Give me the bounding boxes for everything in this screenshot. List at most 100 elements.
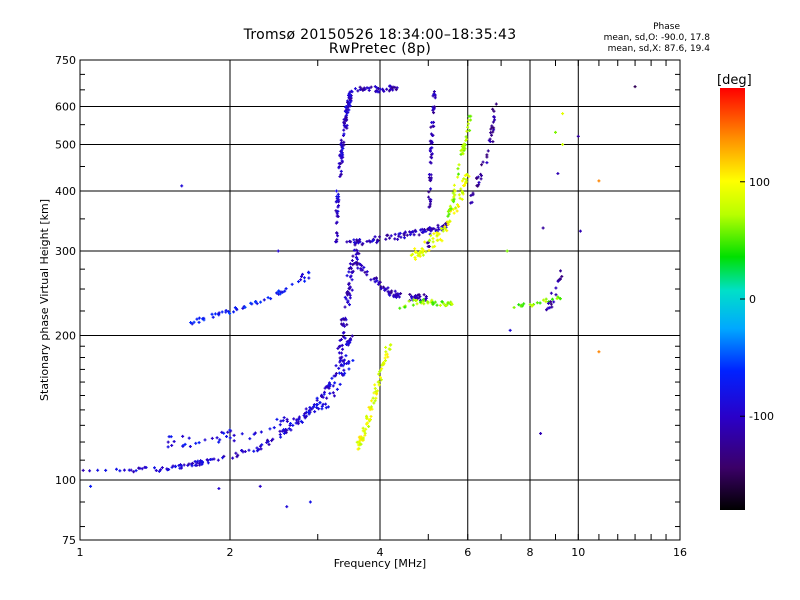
data-point: [296, 280, 300, 284]
data-point: [417, 296, 421, 300]
data-point: [134, 469, 138, 473]
data-point: [356, 447, 360, 451]
data-point: [153, 466, 157, 470]
data-point: [338, 344, 342, 348]
data-point: [431, 240, 435, 244]
data-point: [308, 500, 312, 504]
data-point: [458, 196, 462, 200]
data-point: [372, 391, 376, 395]
data-point: [340, 343, 344, 347]
data-point: [443, 225, 447, 229]
colorbar-label: [deg]: [717, 73, 752, 88]
data-point: [232, 310, 236, 314]
data-point: [81, 468, 85, 472]
data-point: [424, 229, 428, 233]
data-point: [417, 233, 421, 237]
data-point: [465, 129, 469, 133]
data-point: [347, 359, 351, 363]
data-point: [271, 437, 275, 441]
data-point: [192, 320, 196, 324]
data-point: [413, 247, 417, 251]
data-point: [512, 306, 516, 310]
data-point: [335, 195, 339, 199]
data-point: [341, 155, 345, 159]
data-point: [351, 254, 355, 258]
data-point: [277, 289, 281, 293]
data-point: [394, 295, 398, 299]
data-point: [279, 435, 283, 439]
data-point: [339, 162, 343, 166]
y-tick-label: 75: [62, 534, 76, 547]
data-point: [377, 281, 381, 285]
data-point: [290, 282, 294, 286]
data-point: [481, 160, 485, 164]
data-point: [365, 421, 369, 425]
data-point: [299, 278, 303, 282]
data-point: [456, 175, 460, 179]
data-point: [347, 367, 351, 371]
data-point: [129, 468, 133, 472]
data-point: [433, 300, 437, 304]
data-point: [386, 233, 390, 237]
data-point: [347, 341, 351, 345]
data-point: [494, 102, 498, 106]
data-point: [462, 142, 466, 146]
data-point: [252, 449, 256, 453]
data-point: [315, 403, 319, 407]
data-point: [195, 461, 199, 465]
data-point: [194, 441, 198, 445]
data-point: [519, 304, 523, 308]
data-point: [343, 121, 347, 125]
data-point: [380, 367, 384, 371]
data-point: [267, 443, 271, 447]
data-point: [522, 302, 526, 306]
data-point: [457, 205, 461, 209]
data-point: [253, 431, 257, 435]
data-point: [448, 219, 452, 223]
data-point: [371, 396, 375, 400]
data-point: [408, 233, 412, 237]
data-point: [375, 389, 379, 393]
data-point: [292, 417, 296, 421]
data-point: [315, 396, 319, 400]
data-point: [289, 428, 293, 432]
data-point: [427, 239, 431, 243]
data-point: [431, 237, 435, 241]
data-point: [375, 392, 379, 396]
data-point: [561, 112, 565, 116]
data-point: [349, 97, 353, 101]
data-point: [375, 86, 379, 90]
data-point: [402, 233, 406, 237]
data-point: [493, 118, 497, 122]
data-point: [378, 235, 382, 239]
data-point: [205, 458, 209, 462]
data-point: [489, 127, 493, 131]
data-point: [334, 240, 338, 244]
data-point: [210, 436, 214, 440]
data-point: [338, 382, 342, 386]
data-point: [312, 403, 316, 407]
data-point: [427, 241, 431, 245]
data-point: [462, 177, 466, 181]
data-point: [413, 228, 417, 232]
data-point: [159, 468, 163, 472]
data-point: [351, 358, 355, 362]
colorbar-ticks: 100 0 -100: [740, 176, 774, 423]
data-point: [433, 244, 437, 248]
data-point: [462, 184, 466, 188]
data-point: [424, 250, 428, 254]
data-point: [389, 343, 393, 347]
data-point: [544, 300, 548, 304]
data-point: [416, 254, 420, 258]
data-point: [383, 359, 387, 363]
data-point: [465, 172, 469, 176]
data-point: [375, 238, 379, 242]
data-point: [373, 383, 377, 387]
data-point: [491, 140, 495, 144]
data-point: [344, 116, 348, 120]
data-point: [372, 238, 376, 242]
data-point: [433, 105, 437, 109]
data-point: [357, 239, 361, 243]
data-point: [386, 355, 390, 359]
data-point: [342, 132, 346, 136]
